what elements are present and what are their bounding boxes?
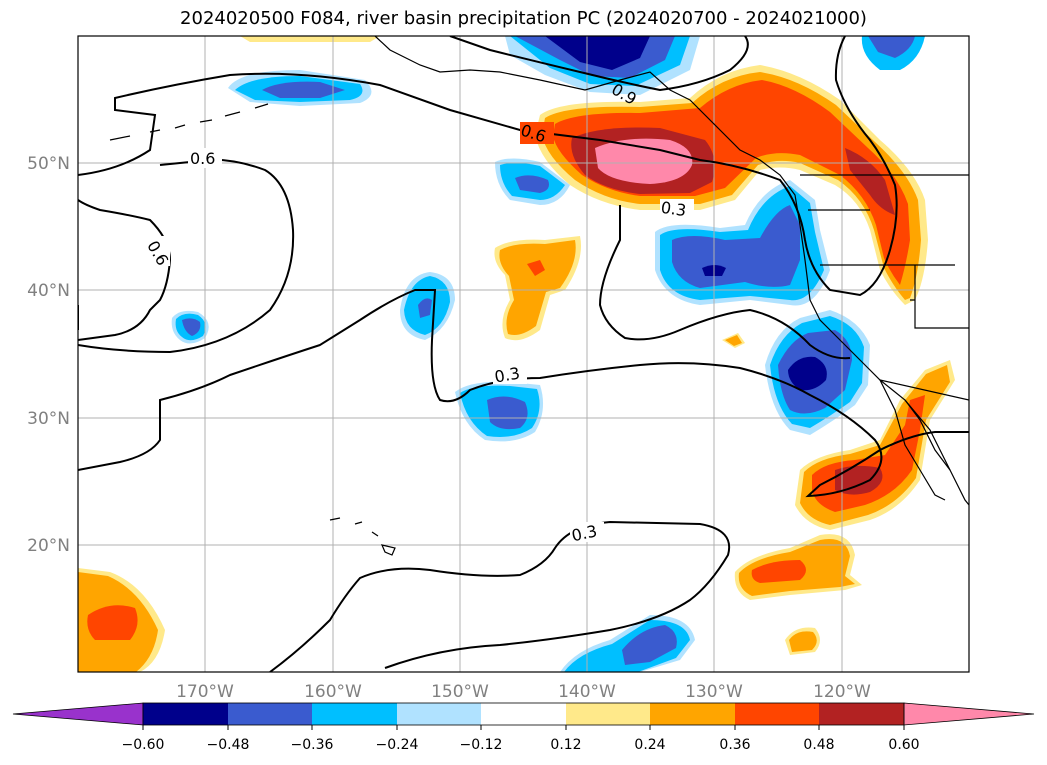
lon-label-170w: 170°W <box>176 682 234 702</box>
colorbar-tick-8: 0.36 <box>719 737 750 753</box>
anomaly-top-orange <box>240 36 380 42</box>
longitude-labels: 170°W 160°W 150°W 140°W 130°W 120°W <box>176 682 871 702</box>
colorbar-bin-9 <box>819 703 904 725</box>
anomaly-pacific-northwest-pink <box>595 138 693 184</box>
lon-label-160w: 160°W <box>304 682 362 702</box>
figure-title: 2024020500 F084, river basin precipitati… <box>180 8 867 29</box>
pc-contours <box>78 36 969 672</box>
contour-label-03-c: 0.3 <box>570 521 599 545</box>
hawaii <box>329 517 396 556</box>
colorbar-tick-9: 0.48 <box>803 737 834 753</box>
lat-label-40n: 40°N <box>27 281 70 301</box>
colorbar-bin-1 <box>143 703 228 725</box>
anomaly-gulf-alaska-dark <box>545 36 650 70</box>
map-content: 0.6 0.6 0.6 0.9 0.3 0.3 0.3 <box>78 36 969 672</box>
anomaly-aleutian-blue <box>262 81 345 98</box>
contour-0.9 <box>449 36 749 92</box>
filled-anomalies <box>78 36 955 672</box>
contour-0.6-north <box>78 36 898 297</box>
colorbar-bin-5 <box>481 703 566 725</box>
contour-0.3-center <box>598 205 851 360</box>
colorbar-tick-4: −0.24 <box>376 737 419 753</box>
colorbar-tick-5: −0.12 <box>460 737 503 753</box>
state-borders <box>808 209 969 329</box>
lat-label-20n: 20°N <box>27 536 70 556</box>
us-mexico-border <box>879 379 969 401</box>
contour-labels: 0.6 0.6 0.6 0.9 0.3 0.3 0.3 <box>142 80 694 545</box>
lat-label-30n: 30°N <box>27 409 70 429</box>
lat-label-50n: 50°N <box>27 154 70 174</box>
lon-label-140w: 140°W <box>558 682 616 702</box>
anomaly-southwest-red <box>87 605 138 640</box>
colorbar-tick-6: 0.12 <box>550 737 581 753</box>
lon-label-120w: 120°W <box>813 682 871 702</box>
colorbar-bin-8 <box>735 703 819 725</box>
colorbar-bin-6 <box>566 703 650 725</box>
contour-label-03-a: 0.3 <box>660 198 688 220</box>
colorbar-tick-10: 0.60 <box>888 737 919 753</box>
map-frame <box>77 35 970 673</box>
lon-label-130w: 130°W <box>685 682 743 702</box>
colorbar-bin-4 <box>397 703 481 725</box>
contour-label-03-b: 0.3 <box>493 363 521 386</box>
lon-label-150w: 150°W <box>431 682 489 702</box>
coastlines <box>109 36 969 556</box>
colorbar-tick-3: −0.36 <box>291 737 334 753</box>
baja-peninsula <box>879 379 951 501</box>
colorbar-bin-7 <box>650 703 735 725</box>
colorbar-bin-2 <box>228 703 312 725</box>
latitude-labels: 50°N 40°N 30°N 20°N <box>27 154 70 556</box>
contour-label-06-a: 0.6 <box>190 149 215 168</box>
colorbar-tick-1: −0.60 <box>122 737 165 753</box>
colorbar-tick-2: −0.48 <box>207 737 250 753</box>
alaska-coast <box>374 36 969 506</box>
colorbar-bin-3 <box>312 703 397 725</box>
colorbar-high-extend <box>903 702 1035 726</box>
anomaly-baja-darkred <box>835 465 883 495</box>
aleutian-islands <box>109 103 269 141</box>
colorbar: −0.60 −0.48 −0.36 −0.24 −0.12 0.12 0.24 … <box>12 702 1035 753</box>
contour-0.3-mid <box>78 289 969 498</box>
colorbar-low-extend <box>12 702 144 726</box>
contour-0.6-loop <box>78 158 295 354</box>
anomaly-red-south <box>751 560 806 583</box>
graticule <box>78 36 969 672</box>
colorbar-tick-7: 0.24 <box>634 737 665 753</box>
